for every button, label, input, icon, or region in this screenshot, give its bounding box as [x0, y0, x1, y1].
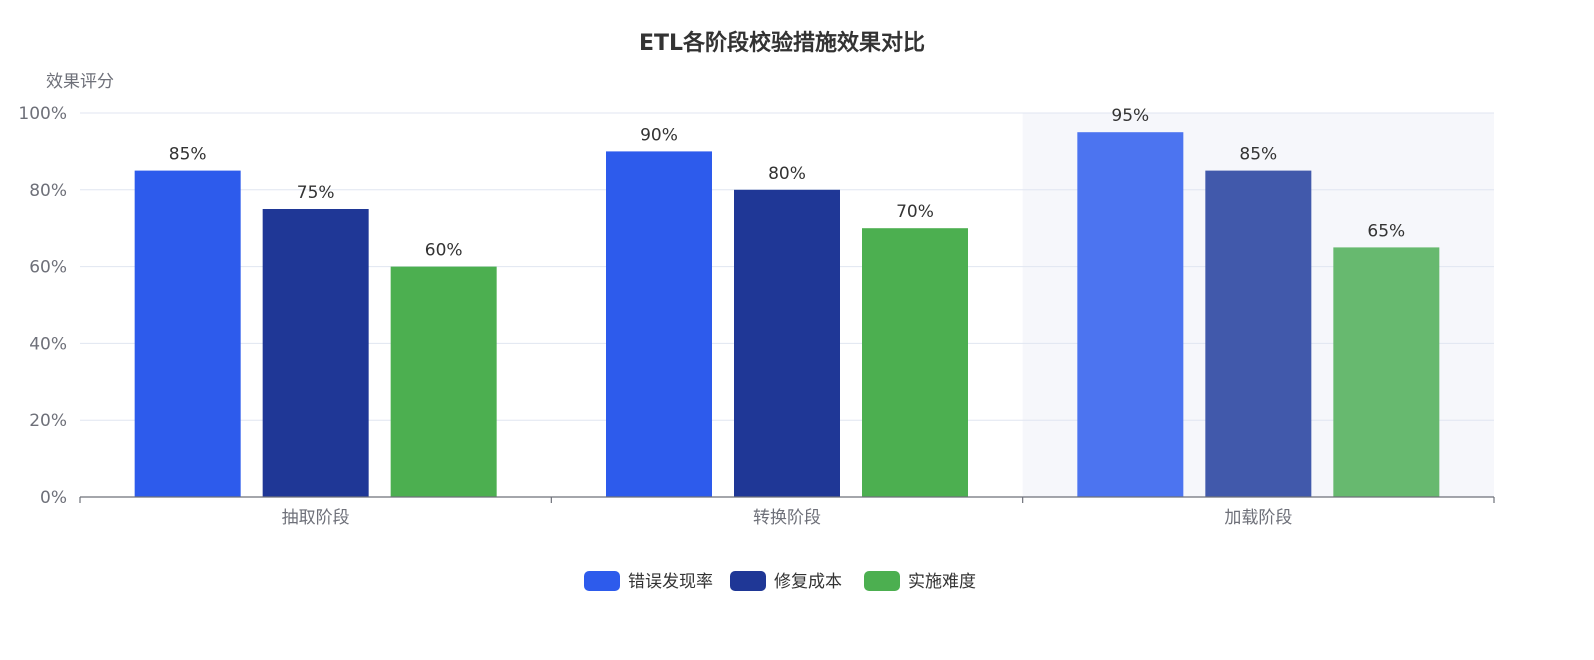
- y-tick-label: 80%: [29, 181, 67, 201]
- x-axis: 抽取阶段 转换阶段 加载阶段: [79, 496, 1495, 528]
- bar-2-2[interactable]: [734, 189, 840, 498]
- value-label: 95%: [1111, 106, 1149, 126]
- y-tick-label: 60%: [29, 258, 67, 278]
- legend[interactable]: 错误发现率 修复成本 实施难度: [584, 571, 976, 592]
- bar-3-1[interactable]: [390, 266, 497, 497]
- y-axis-ticks: 0% 20% 40% 60% 80% 100%: [18, 104, 67, 508]
- y-tick-label: 100%: [18, 104, 67, 124]
- value-label: 90%: [640, 125, 678, 145]
- y-tick-label: 40%: [29, 334, 67, 354]
- legend-label: 错误发现率: [628, 572, 713, 592]
- legend-swatch: [730, 571, 766, 591]
- value-label: 70%: [896, 202, 934, 222]
- y-tick-label: 20%: [29, 411, 67, 431]
- legend-swatch: [584, 571, 620, 591]
- chart-title: ETL各阶段校验措施效果对比: [639, 30, 925, 56]
- value-label: 75%: [297, 183, 335, 203]
- bar-3-3[interactable]: [1333, 247, 1440, 497]
- value-label: 65%: [1367, 221, 1405, 241]
- legend-label: 修复成本: [774, 572, 842, 592]
- legend-item-2[interactable]: 修复成本: [730, 571, 842, 592]
- bar-2-1[interactable]: [262, 209, 369, 497]
- bar-1-2[interactable]: [606, 151, 712, 497]
- bar-3-2[interactable]: [862, 228, 968, 497]
- legend-item-3[interactable]: 实施难度: [864, 571, 976, 592]
- bar-2-3[interactable]: [1205, 170, 1312, 497]
- x-tick-label: 转换阶段: [753, 508, 821, 528]
- value-labels: 85% 75% 60% 90% 80% 70% 95% 85% 65%: [169, 106, 1405, 260]
- value-label: 85%: [169, 145, 207, 165]
- bar-1-3[interactable]: [1077, 132, 1184, 497]
- bar-1-1[interactable]: [134, 170, 241, 497]
- legend-swatch: [864, 571, 900, 591]
- bars: [134, 132, 1440, 498]
- value-label: 85%: [1239, 145, 1277, 165]
- x-tick-label: 加载阶段: [1224, 508, 1292, 528]
- y-tick-label: 0%: [40, 488, 67, 508]
- legend-label: 实施难度: [908, 572, 976, 592]
- x-tick-label: 抽取阶段: [282, 508, 350, 528]
- y-axis-label: 效果评分: [46, 72, 114, 92]
- value-label: 80%: [768, 164, 806, 184]
- legend-item-1[interactable]: 错误发现率: [584, 571, 713, 592]
- value-label: 60%: [425, 241, 463, 261]
